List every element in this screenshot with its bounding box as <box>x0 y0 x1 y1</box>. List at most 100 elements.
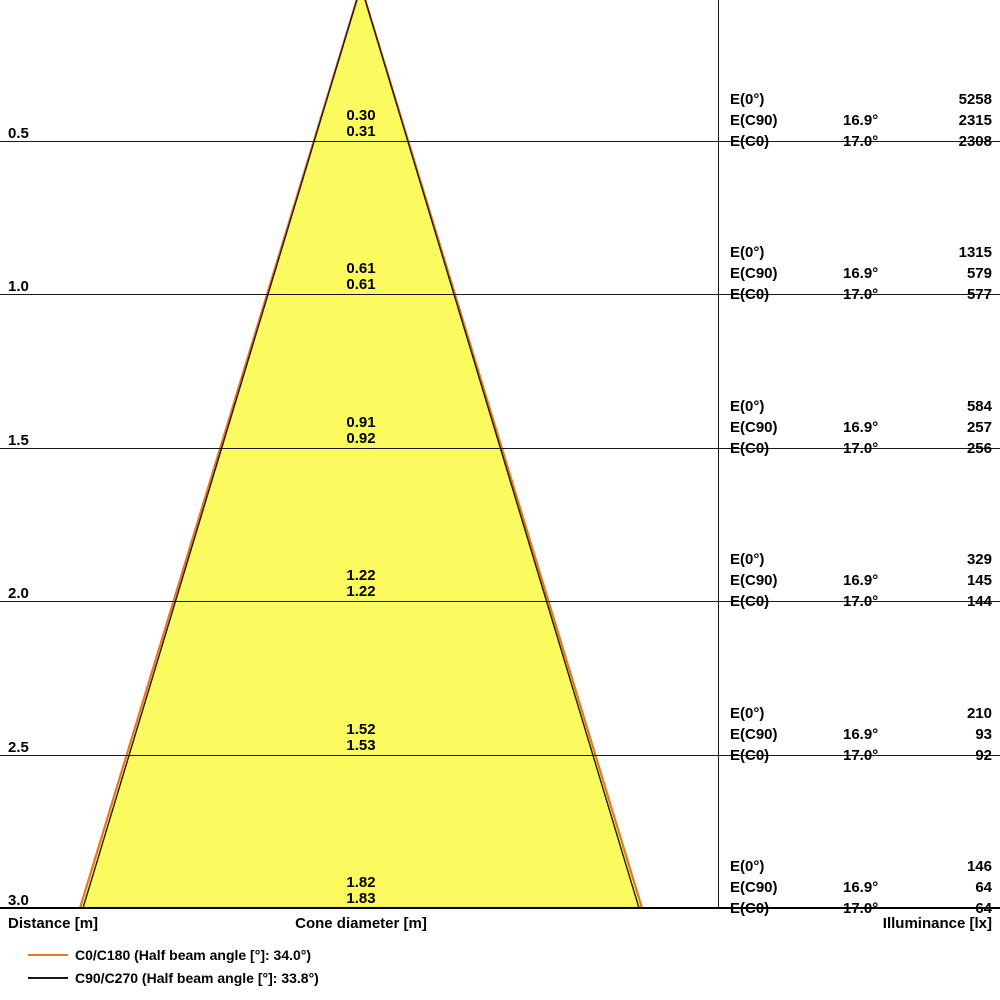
ec90-row: E(C90) 16.9° 257 <box>718 417 1000 438</box>
e0-value: 146 <box>966 858 992 875</box>
ec0-row: E(C0) 17.0° 92 <box>718 745 1000 766</box>
cone-diameter-values: 1.22 1.22 <box>261 568 461 600</box>
cone-diameter-c90: 1.82 <box>346 874 376 891</box>
cone-diameter-c90: 1.22 <box>346 567 376 584</box>
illuminance-block: E(0°) 146 E(C90) 16.9° 64 E(C0) 17.0° 64 <box>718 856 1000 919</box>
cone-c90-c270-outline <box>82 0 640 908</box>
ec0-angle: 17.0° <box>843 440 879 457</box>
cone-diameter-c90: 0.91 <box>346 414 376 431</box>
e0-row: E(0°) 1315 <box>718 242 1000 263</box>
e0-row: E(0°) 5258 <box>718 89 1000 110</box>
cone-c0-c180-outline <box>78 0 644 908</box>
ec90-value: 579 <box>966 265 992 282</box>
ec90-label: E(C90) <box>730 572 778 589</box>
bottom-axis-line <box>0 907 1000 909</box>
e0-row: E(0°) 146 <box>718 856 1000 877</box>
ec0-angle: 17.0° <box>843 286 879 303</box>
ec0-label: E(C0) <box>730 286 770 303</box>
ec90-value: 257 <box>966 419 992 436</box>
cone-diameter-values: 0.30 0.31 <box>261 108 461 140</box>
e0-value: 329 <box>966 551 992 568</box>
ec0-value: 256 <box>966 440 992 457</box>
ec0-label: E(C0) <box>730 747 770 764</box>
ec0-angle: 17.0° <box>843 900 879 917</box>
ec0-angle: 17.0° <box>843 133 879 150</box>
light-cone-shape <box>78 0 644 908</box>
ec0-label: E(C0) <box>730 900 770 917</box>
e0-value: 5258 <box>958 91 992 108</box>
cone-diameter-c0: 1.83 <box>346 890 376 907</box>
cone-diameter-values: 0.91 0.92 <box>261 415 461 447</box>
distance-axis-caption: Distance [m] <box>8 915 99 932</box>
gridline-1-5m <box>0 448 1000 449</box>
ec90-row: E(C90) 16.9° 64 <box>718 877 1000 898</box>
ec90-label: E(C90) <box>730 879 778 896</box>
ec0-value: 144 <box>966 593 992 610</box>
legend-label-c0-c180: C0/C180 (Half beam angle [°]: 34.0°) <box>75 947 312 963</box>
distance-label: 3.0 <box>8 892 29 909</box>
c90-c270-line-swatch <box>28 977 68 979</box>
gridline-2-5m <box>0 755 1000 756</box>
ec0-angle: 17.0° <box>843 593 879 610</box>
c0-c180-line-swatch <box>28 954 68 956</box>
ec0-row: E(C0) 17.0° 64 <box>718 898 1000 919</box>
ec90-row: E(C90) 16.9° 145 <box>718 570 1000 591</box>
cone-diameter-c90: 0.61 <box>346 260 376 277</box>
ec90-angle: 16.9° <box>843 726 879 743</box>
ec90-value: 93 <box>975 726 992 743</box>
cone-diameter-values: 0.61 0.61 <box>261 261 461 293</box>
ec0-label: E(C0) <box>730 133 770 150</box>
ec0-value: 2308 <box>958 133 992 150</box>
e0-label: E(0°) <box>730 398 765 415</box>
ec90-label: E(C90) <box>730 112 778 129</box>
ec90-label: E(C90) <box>730 419 778 436</box>
distance-label: 1.5 <box>8 432 29 449</box>
ec90-angle: 16.9° <box>843 572 879 589</box>
cone-diameter-values: 1.52 1.53 <box>261 722 461 754</box>
distance-label: 0.5 <box>8 125 29 142</box>
cone-diameter-c0: 0.31 <box>346 123 376 140</box>
ec90-angle: 16.9° <box>843 112 879 129</box>
ec0-value: 577 <box>966 286 992 303</box>
e0-value: 210 <box>966 705 992 722</box>
ec90-value: 64 <box>975 879 992 896</box>
illuminance-panel-divider <box>718 0 719 908</box>
cone-diameter-axis-caption: Cone diameter [m] <box>295 915 427 932</box>
cone-diameter-c90: 1.52 <box>346 721 376 738</box>
cone-diameter-c90: 0.30 <box>346 107 376 124</box>
illuminance-block: E(0°) 210 E(C90) 16.9° 93 E(C0) 17.0° 92 <box>718 703 1000 766</box>
ec0-row: E(C0) 17.0° 2308 <box>718 131 1000 152</box>
e0-row: E(0°) 584 <box>718 396 1000 417</box>
cone-diameter-values: 1.82 1.83 <box>261 875 461 907</box>
ec0-label: E(C0) <box>730 440 770 457</box>
ec90-value: 145 <box>966 572 992 589</box>
cone-diameter-c0: 1.22 <box>346 583 376 600</box>
e0-label: E(0°) <box>730 91 765 108</box>
distance-label: 1.0 <box>8 278 29 295</box>
ec90-row: E(C90) 16.9° 93 <box>718 724 1000 745</box>
cone-diameter-c0: 0.61 <box>346 276 376 293</box>
ec90-label: E(C90) <box>730 265 778 282</box>
ec0-label: E(C0) <box>730 593 770 610</box>
ec0-row: E(C0) 17.0° 144 <box>718 591 1000 612</box>
illuminance-block: E(0°) 584 E(C90) 16.9° 257 E(C0) 17.0° 2… <box>718 396 1000 459</box>
illuminance-block: E(0°) 1315 E(C90) 16.9° 579 E(C0) 17.0° … <box>718 242 1000 305</box>
e0-label: E(0°) <box>730 858 765 875</box>
ec90-label: E(C90) <box>730 726 778 743</box>
ec0-angle: 17.0° <box>843 747 879 764</box>
ec90-value: 2315 <box>958 112 992 129</box>
ec90-angle: 16.9° <box>843 879 879 896</box>
illuminance-block: E(0°) 5258 E(C90) 16.9° 2315 E(C0) 17.0°… <box>718 89 1000 152</box>
ec0-row: E(C0) 17.0° 256 <box>718 438 1000 459</box>
e0-row: E(0°) 210 <box>718 703 1000 724</box>
ec90-row: E(C90) 16.9° 579 <box>718 263 1000 284</box>
gridline-0-5m <box>0 141 1000 142</box>
distance-label: 2.5 <box>8 739 29 756</box>
e0-value: 1315 <box>958 244 992 261</box>
gridline-2-0m <box>0 601 1000 602</box>
ec0-value: 92 <box>975 747 992 764</box>
e0-label: E(0°) <box>730 551 765 568</box>
e0-label: E(0°) <box>730 244 765 261</box>
ec90-row: E(C90) 16.9° 2315 <box>718 110 1000 131</box>
